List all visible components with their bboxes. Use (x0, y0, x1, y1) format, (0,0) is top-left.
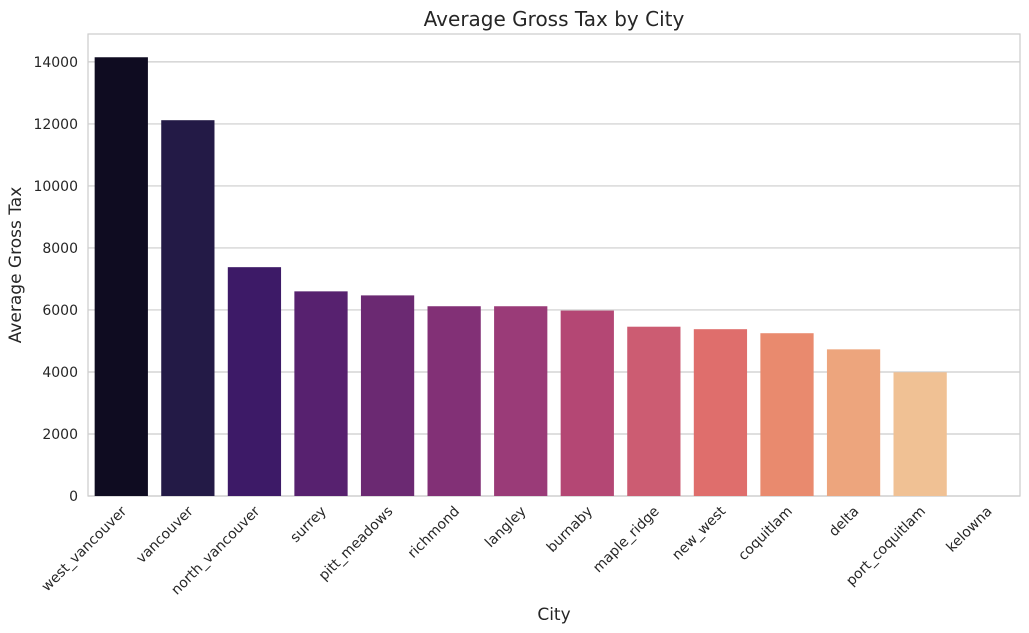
bar-vancouver (161, 120, 215, 496)
x-tick-label: delta (826, 504, 862, 540)
bar-burnaby (560, 310, 614, 496)
bar-delta (826, 349, 881, 496)
y-tick-label: 2000 (42, 427, 78, 443)
x-tick-label: west_vancouver (39, 503, 131, 595)
bar-coquitlam (760, 333, 814, 496)
x-tick-label: maple_ridge (590, 504, 663, 577)
y-tick-label: 4000 (42, 365, 78, 381)
y-tick-label: 0 (69, 489, 78, 505)
x-tick-label: burnaby (544, 504, 596, 556)
bar-pitt_meadows (360, 295, 415, 496)
y-tick-labels: 0 2000 4000 6000 8000 10000 12000 14000 (33, 55, 78, 505)
y-axis-label: Average Gross Tax (6, 187, 26, 344)
bar-north_vancouver (227, 267, 282, 496)
y-tick-label: 10000 (33, 179, 78, 195)
chart-title: Average Gross Tax by City (424, 7, 685, 31)
x-tick-label: langley (482, 504, 529, 551)
x-tick-label: kelowna (944, 504, 996, 556)
bars (94, 57, 947, 496)
y-tick-label: 6000 (42, 303, 78, 319)
bar-port_coquitlam (893, 372, 947, 496)
x-tick-label: surrey (287, 504, 329, 546)
x-axis-label: City (537, 605, 570, 625)
bar-new_west (693, 329, 748, 496)
bar-maple_ridge (627, 326, 681, 496)
y-tick-label: 8000 (42, 241, 78, 257)
bar-richmond (427, 306, 481, 496)
x-tick-label: new_west (669, 503, 729, 563)
bar-langley (494, 306, 548, 496)
x-tick-label: vancouver (133, 503, 196, 566)
bar-surrey (294, 291, 348, 496)
x-tick-label: coquitlam (735, 504, 795, 564)
x-tick-label: richmond (405, 504, 463, 562)
y-tick-label: 12000 (33, 117, 78, 133)
bar-west_vancouver (94, 57, 148, 496)
y-tick-label: 14000 (33, 55, 78, 71)
